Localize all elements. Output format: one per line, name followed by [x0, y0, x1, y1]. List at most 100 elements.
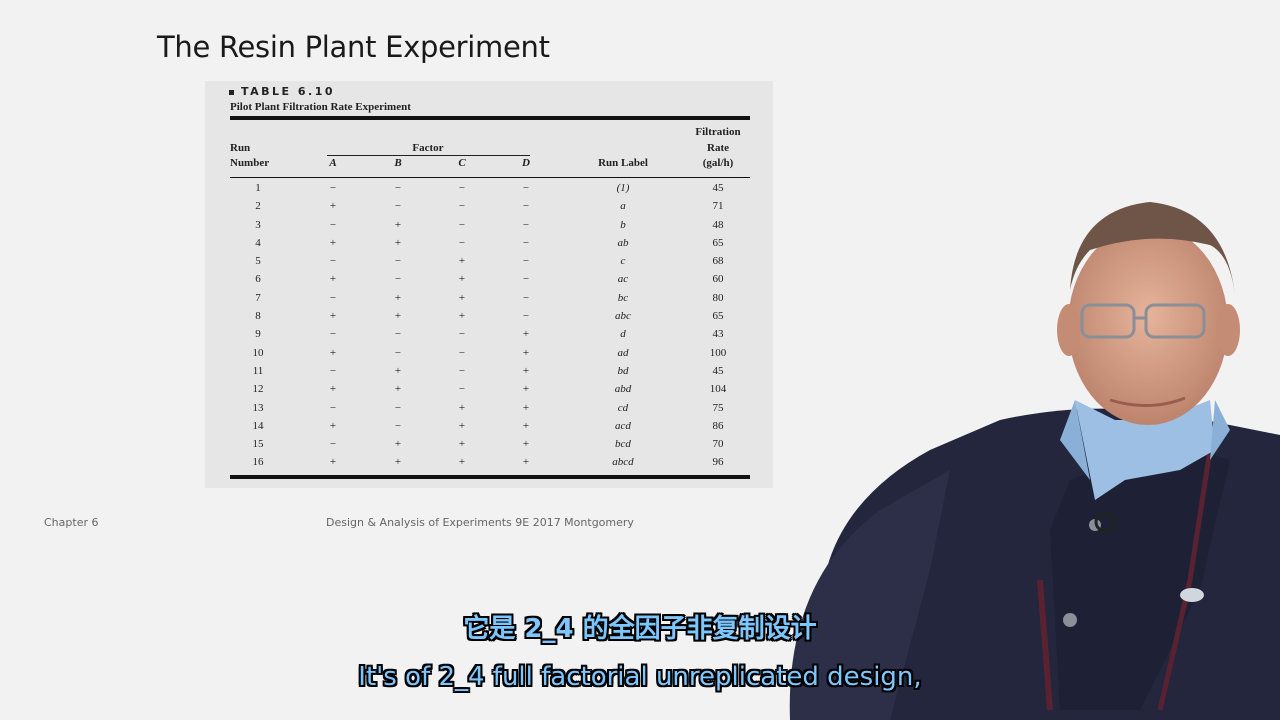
- table-caption: Pilot Plant Filtration Rate Experiment: [230, 101, 411, 113]
- run-label: bc: [617, 291, 629, 304]
- factor-a: +: [329, 273, 337, 286]
- factor-c: +: [458, 310, 466, 323]
- factor-b: +: [394, 383, 402, 396]
- filtration-rate: 75: [712, 401, 724, 414]
- run-number: 9: [255, 328, 261, 341]
- table-badge-text: TABLE 6.10: [241, 85, 336, 98]
- factor-b: +: [394, 236, 402, 249]
- factor-d: +: [522, 438, 530, 451]
- factor-d: +: [522, 419, 530, 432]
- table-row: 13 − − + + cd 75: [205, 400, 773, 418]
- run-label: bd: [617, 364, 629, 377]
- factor-c: −: [458, 182, 466, 194]
- factor-c: +: [458, 401, 466, 414]
- factor-c: +: [458, 291, 466, 304]
- header-d: D: [522, 157, 530, 169]
- table-badge: TABLE 6.10: [229, 85, 335, 98]
- factor-b: −: [394, 200, 402, 213]
- factor-c: +: [458, 438, 466, 451]
- factor-a: +: [329, 456, 337, 469]
- run-number: 11: [252, 364, 264, 377]
- factor-a: −: [329, 364, 337, 377]
- factor-d: +: [522, 346, 530, 359]
- filtration-rate: 80: [712, 291, 724, 304]
- factor-a: +: [329, 236, 337, 249]
- header-rate-1: Filtration: [695, 126, 741, 138]
- factor-b: −: [394, 328, 402, 341]
- factor-d: +: [522, 328, 530, 341]
- run-number: 5: [255, 255, 261, 268]
- factor-d: −: [522, 291, 530, 304]
- run-label: ad: [617, 346, 629, 359]
- table-row: 9 − − − + d 43: [205, 326, 773, 344]
- run-number: 3: [255, 218, 261, 231]
- table-row: 11 − + − + bd 45: [205, 363, 773, 381]
- factor-a: −: [329, 401, 337, 414]
- table-row: 7 − + + − bc 80: [205, 290, 773, 308]
- run-number: 7: [255, 291, 261, 304]
- factor-a: −: [329, 438, 337, 451]
- factor-c: +: [458, 456, 466, 469]
- factor-c: −: [458, 346, 466, 359]
- factor-d: −: [522, 273, 530, 286]
- square-bullet-icon: [229, 89, 234, 95]
- header-c: C: [458, 157, 466, 169]
- run-label: d: [620, 328, 626, 341]
- run-number: 14: [252, 419, 264, 432]
- factor-b: −: [394, 419, 402, 432]
- factor-b: −: [394, 255, 402, 268]
- presenter-figure: [789, 202, 1280, 720]
- filtration-rate: 100: [709, 346, 727, 359]
- header-a: A: [329, 157, 337, 169]
- run-label: a: [620, 200, 626, 213]
- header-factor: Factor: [412, 142, 444, 154]
- factor-a: +: [329, 383, 337, 396]
- run-number: 8: [255, 310, 261, 323]
- factor-d: +: [522, 383, 530, 396]
- factor-b: +: [394, 291, 402, 304]
- factor-c: −: [458, 236, 466, 249]
- filtration-rate: 43: [712, 328, 724, 341]
- run-number: 16: [252, 456, 264, 469]
- factor-a: +: [329, 200, 337, 213]
- table-row: 15 − + + + bcd 70: [205, 436, 773, 454]
- run-label: acd: [615, 419, 631, 432]
- run-number: 6: [255, 273, 261, 286]
- factor-b: +: [394, 438, 402, 451]
- filtration-rate: 68: [712, 255, 724, 268]
- factor-c: +: [458, 273, 466, 286]
- run-number: 15: [252, 438, 264, 451]
- filtration-rate: 86: [712, 419, 724, 432]
- factor-d: −: [522, 182, 530, 194]
- factor-a: −: [329, 328, 337, 341]
- header-b: B: [394, 157, 402, 169]
- factor-a: −: [329, 182, 337, 194]
- table-image: TABLE 6.10 Pilot Plant Filtration Rate E…: [205, 81, 773, 488]
- factor-d: −: [522, 236, 530, 249]
- run-label: c: [620, 255, 626, 268]
- factor-underline: [327, 155, 530, 156]
- factor-d: +: [522, 401, 530, 414]
- filtration-rate: 96: [712, 456, 724, 469]
- header-rule: [230, 177, 750, 178]
- run-label: (1): [616, 182, 630, 194]
- table-body: 1− − − − (1) 45 2 + − − − a 71 3− + − − b 48 4 + + − − ab 65 5…: [205, 180, 773, 473]
- filtration-rate: 48: [712, 218, 724, 231]
- header-run-label: Run Label: [598, 157, 648, 169]
- table-row: 14 + − + + acd 86: [205, 418, 773, 436]
- factor-b: −: [394, 401, 402, 414]
- factor-b: −: [394, 182, 402, 194]
- run-label: abcd: [612, 456, 634, 469]
- run-label: abd: [614, 383, 632, 396]
- factor-a: −: [329, 218, 337, 231]
- factor-c: −: [458, 364, 466, 377]
- factor-b: +: [394, 456, 402, 469]
- factor-d: −: [522, 255, 530, 268]
- filtration-rate: 104: [709, 383, 727, 396]
- factor-a: +: [329, 346, 337, 359]
- header-run-2: Number: [230, 157, 270, 169]
- run-number: 10: [252, 346, 264, 359]
- table-row: 4 + + − − ab 65: [205, 235, 773, 253]
- bottom-rule: [230, 475, 750, 479]
- header-rate-3: (gal/h): [702, 157, 734, 169]
